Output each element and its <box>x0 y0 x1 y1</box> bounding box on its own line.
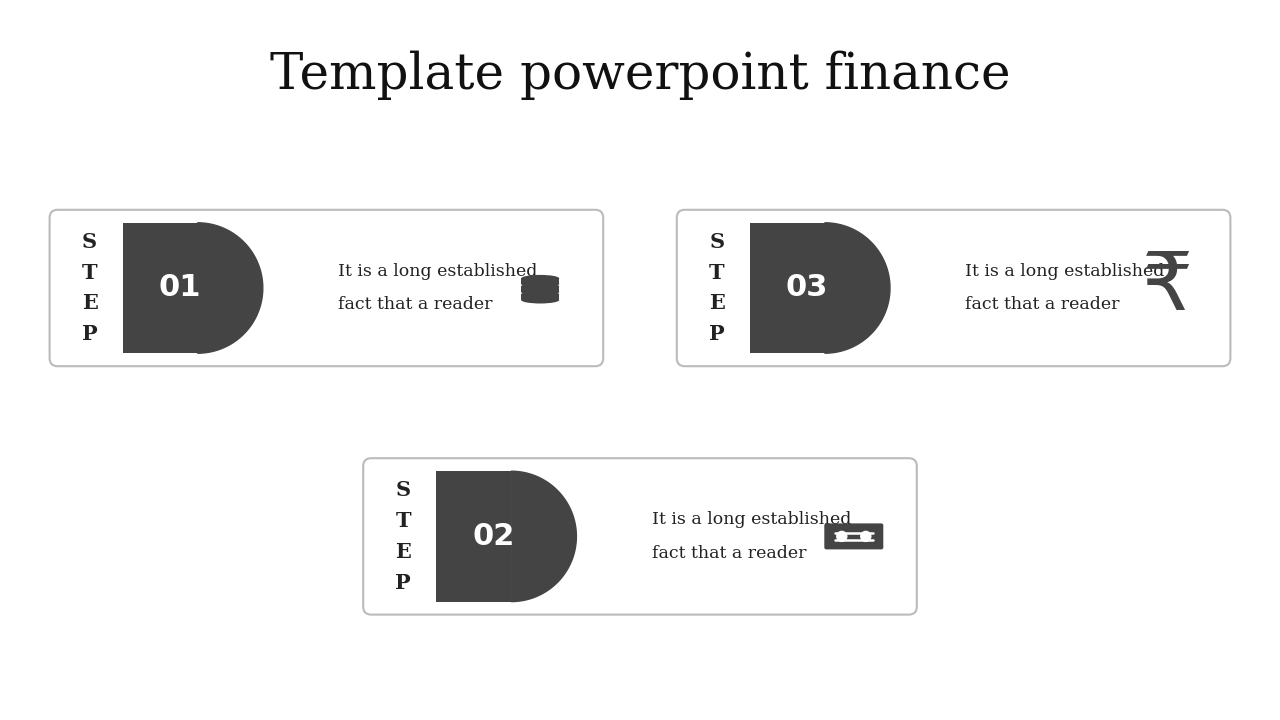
Polygon shape <box>824 222 890 354</box>
Bar <box>521 287 559 292</box>
Bar <box>123 222 197 354</box>
Polygon shape <box>511 471 576 602</box>
FancyBboxPatch shape <box>364 458 916 615</box>
Text: S: S <box>709 232 724 252</box>
Text: 02: 02 <box>472 522 515 551</box>
Circle shape <box>860 531 870 541</box>
Text: P: P <box>82 324 97 344</box>
Ellipse shape <box>521 291 559 298</box>
Text: 03: 03 <box>786 274 828 302</box>
Text: P: P <box>396 572 411 593</box>
Text: fact that a reader: fact that a reader <box>965 297 1120 313</box>
Text: It is a long established: It is a long established <box>338 263 538 279</box>
Ellipse shape <box>521 297 559 304</box>
Text: E: E <box>396 542 411 562</box>
Ellipse shape <box>521 283 559 290</box>
Text: P: P <box>709 324 724 344</box>
Polygon shape <box>197 222 262 354</box>
Text: ₹: ₹ <box>1142 249 1193 327</box>
Text: S: S <box>82 232 97 252</box>
Circle shape <box>837 531 847 541</box>
Text: E: E <box>709 294 724 313</box>
Text: fact that a reader: fact that a reader <box>338 297 493 313</box>
Text: T: T <box>396 511 411 531</box>
FancyBboxPatch shape <box>677 210 1230 366</box>
Bar <box>521 294 559 300</box>
Text: It is a long established: It is a long established <box>965 263 1165 279</box>
Bar <box>436 471 511 602</box>
Text: 01: 01 <box>159 274 201 302</box>
Text: T: T <box>709 263 724 282</box>
Bar <box>750 222 824 354</box>
Ellipse shape <box>521 275 559 282</box>
Text: S: S <box>396 480 411 500</box>
Text: It is a long established: It is a long established <box>652 511 851 528</box>
Text: Template powerpoint finance: Template powerpoint finance <box>270 51 1010 100</box>
Text: T: T <box>82 263 97 282</box>
Ellipse shape <box>521 289 559 295</box>
Bar <box>521 279 559 284</box>
FancyBboxPatch shape <box>824 523 883 549</box>
Ellipse shape <box>521 281 559 287</box>
Text: E: E <box>82 294 97 313</box>
Text: fact that a reader: fact that a reader <box>652 545 806 562</box>
FancyBboxPatch shape <box>50 210 603 366</box>
